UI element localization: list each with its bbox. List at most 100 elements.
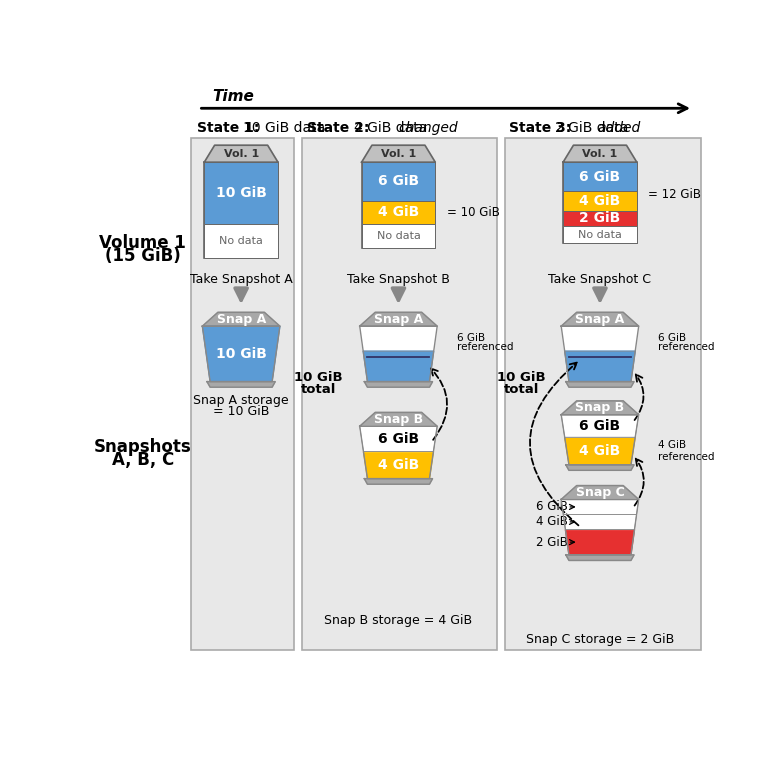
Text: 4 GiB: 4 GiB bbox=[536, 515, 568, 529]
Text: No data: No data bbox=[219, 236, 263, 246]
Text: Snap A: Snap A bbox=[576, 313, 625, 326]
Bar bbox=[204, 224, 278, 259]
Text: State 1:: State 1: bbox=[197, 122, 260, 135]
Polygon shape bbox=[360, 326, 437, 382]
Polygon shape bbox=[207, 382, 275, 387]
Text: 4 GiB
referenced: 4 GiB referenced bbox=[658, 440, 715, 462]
Text: = 10 GiB: = 10 GiB bbox=[213, 405, 269, 418]
Text: total: total bbox=[301, 383, 336, 396]
Polygon shape bbox=[364, 451, 433, 478]
Text: Time: Time bbox=[213, 90, 254, 104]
Text: 4 GiB: 4 GiB bbox=[378, 205, 419, 219]
Polygon shape bbox=[360, 313, 437, 326]
Text: changed: changed bbox=[399, 122, 458, 135]
Text: State 3:: State 3: bbox=[508, 122, 571, 135]
Polygon shape bbox=[203, 326, 280, 382]
Text: 4 GiB: 4 GiB bbox=[378, 458, 419, 472]
Polygon shape bbox=[565, 437, 635, 465]
Text: = 10 GiB: = 10 GiB bbox=[447, 206, 500, 219]
Text: No data: No data bbox=[578, 230, 622, 240]
Bar bbox=[361, 200, 436, 224]
Text: Volume 1: Volume 1 bbox=[99, 234, 186, 252]
Text: 6 GiB: 6 GiB bbox=[658, 333, 686, 343]
Bar bbox=[563, 163, 637, 243]
Polygon shape bbox=[563, 146, 637, 163]
Text: Snap C storage = 2 GiB: Snap C storage = 2 GiB bbox=[526, 633, 674, 646]
Polygon shape bbox=[561, 415, 639, 465]
Polygon shape bbox=[561, 326, 639, 382]
Polygon shape bbox=[361, 146, 436, 163]
Polygon shape bbox=[364, 382, 432, 387]
Text: referenced: referenced bbox=[658, 342, 715, 352]
Polygon shape bbox=[561, 313, 639, 326]
Bar bbox=[563, 191, 637, 211]
Text: 6 GiB: 6 GiB bbox=[378, 174, 419, 188]
Text: No data: No data bbox=[376, 231, 421, 241]
Text: 6 GiB: 6 GiB bbox=[457, 333, 485, 343]
Polygon shape bbox=[563, 515, 637, 529]
Text: 6 GiB: 6 GiB bbox=[579, 419, 620, 433]
Polygon shape bbox=[566, 465, 634, 471]
Polygon shape bbox=[561, 499, 639, 555]
Text: Snap A: Snap A bbox=[217, 313, 266, 326]
Polygon shape bbox=[561, 401, 639, 415]
Polygon shape bbox=[561, 499, 639, 515]
Text: 2 GiB: 2 GiB bbox=[536, 536, 568, 549]
Text: Vol. 1: Vol. 1 bbox=[381, 149, 416, 159]
Text: Snap A storage: Snap A storage bbox=[193, 395, 289, 407]
Text: 4 GiB data: 4 GiB data bbox=[353, 122, 431, 135]
Bar bbox=[204, 163, 278, 224]
Text: Snap C: Snap C bbox=[576, 486, 624, 499]
Text: 2 GiB: 2 GiB bbox=[579, 211, 621, 225]
Polygon shape bbox=[561, 415, 639, 437]
Text: Snapshots: Snapshots bbox=[94, 438, 192, 456]
Polygon shape bbox=[565, 529, 634, 555]
Text: Vol. 1: Vol. 1 bbox=[224, 149, 259, 159]
Bar bbox=[361, 163, 436, 200]
Polygon shape bbox=[360, 426, 437, 478]
Text: A, B, C: A, B, C bbox=[112, 451, 174, 469]
Polygon shape bbox=[203, 326, 280, 382]
Polygon shape bbox=[203, 313, 280, 326]
FancyBboxPatch shape bbox=[504, 138, 701, 649]
Polygon shape bbox=[360, 413, 437, 426]
Text: total: total bbox=[504, 383, 540, 396]
Bar bbox=[361, 163, 436, 248]
Text: Snap B storage = 4 GiB: Snap B storage = 4 GiB bbox=[325, 614, 472, 627]
Bar bbox=[204, 163, 278, 259]
FancyBboxPatch shape bbox=[302, 138, 497, 649]
Text: 4 GiB: 4 GiB bbox=[579, 444, 621, 458]
Text: 6 GiB: 6 GiB bbox=[536, 501, 568, 513]
Text: referenced: referenced bbox=[457, 342, 513, 352]
Text: 10 GiB data: 10 GiB data bbox=[243, 122, 325, 135]
Text: Snap A: Snap A bbox=[374, 313, 423, 326]
Text: 10 GiB: 10 GiB bbox=[216, 186, 267, 200]
Text: State 2:: State 2: bbox=[307, 122, 369, 135]
Polygon shape bbox=[364, 478, 432, 485]
Text: 6 GiB: 6 GiB bbox=[579, 170, 620, 183]
FancyBboxPatch shape bbox=[191, 138, 294, 649]
Text: 10 GiB: 10 GiB bbox=[497, 372, 546, 384]
Polygon shape bbox=[561, 485, 639, 499]
Text: Take Snapshot B: Take Snapshot B bbox=[347, 272, 450, 286]
Text: Vol. 1: Vol. 1 bbox=[583, 149, 618, 159]
Polygon shape bbox=[360, 426, 437, 451]
Text: 10 GiB: 10 GiB bbox=[216, 347, 267, 361]
Text: = 12 GiB: = 12 GiB bbox=[648, 187, 701, 200]
Text: 10 GiB: 10 GiB bbox=[294, 372, 343, 384]
Text: 6 GiB: 6 GiB bbox=[378, 432, 419, 446]
Polygon shape bbox=[566, 382, 634, 387]
Text: added: added bbox=[597, 122, 641, 135]
Polygon shape bbox=[565, 351, 635, 382]
Text: Snap B: Snap B bbox=[374, 413, 423, 426]
Text: (15 GiB): (15 GiB) bbox=[105, 247, 181, 265]
Text: Take Snapshot C: Take Snapshot C bbox=[548, 272, 651, 286]
Bar bbox=[563, 226, 637, 243]
Bar bbox=[563, 163, 637, 191]
Bar bbox=[563, 211, 637, 226]
Polygon shape bbox=[363, 351, 434, 382]
Text: Snap B: Snap B bbox=[576, 401, 625, 414]
Polygon shape bbox=[566, 555, 634, 560]
Polygon shape bbox=[204, 146, 278, 163]
Text: 2 GiB data: 2 GiB data bbox=[555, 122, 633, 135]
